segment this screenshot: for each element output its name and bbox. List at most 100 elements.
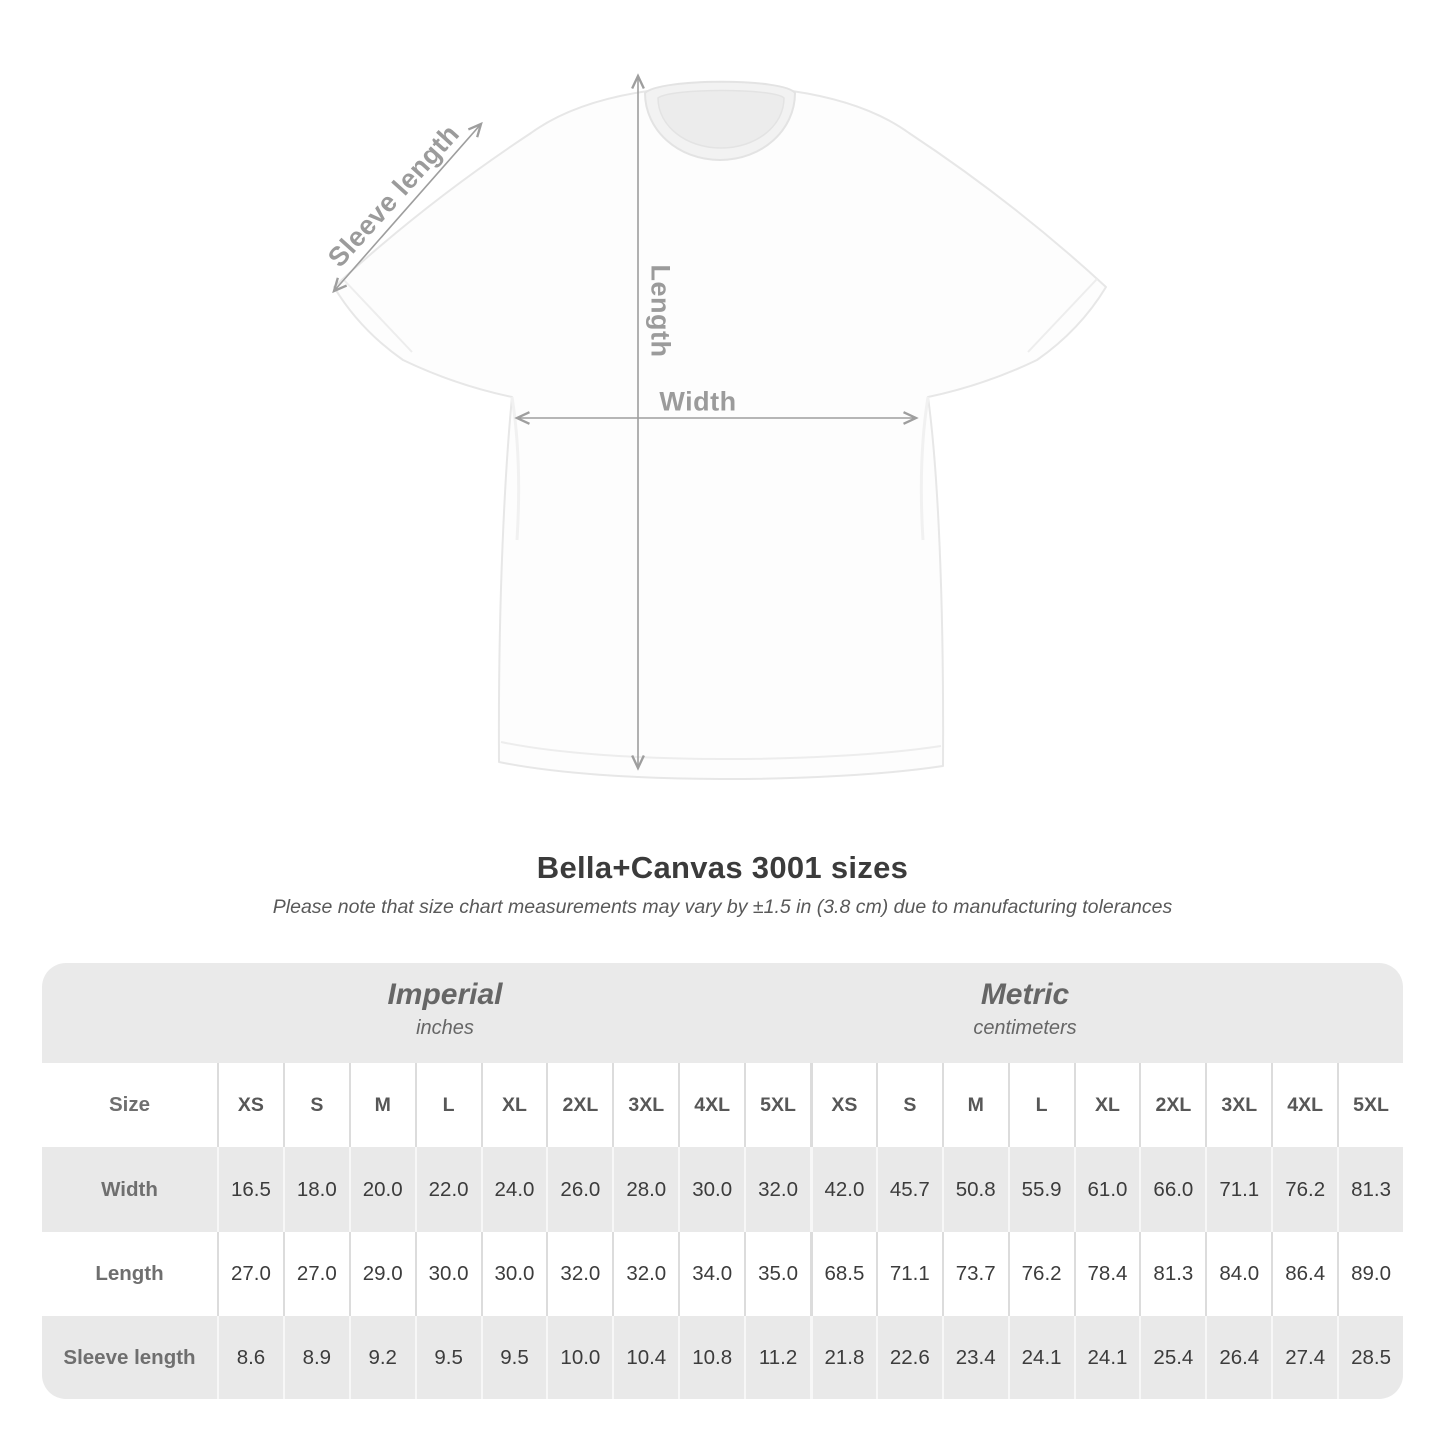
sleeve-row-label: Sleeve length bbox=[63, 1345, 196, 1369]
imperial-label: Imperial bbox=[387, 978, 503, 1011]
size-header-cell: 2XL bbox=[546, 1063, 612, 1147]
value-cell: 34.0 bbox=[678, 1232, 744, 1316]
value-cell: 68.5 bbox=[809, 1232, 876, 1316]
value-cell: 81.3 bbox=[1139, 1232, 1205, 1316]
value-cell: 32.0 bbox=[546, 1232, 612, 1316]
size-header-cell: L bbox=[414, 1063, 481, 1147]
size-header-cell: XS bbox=[809, 1063, 876, 1147]
value-cell: 42.0 bbox=[809, 1147, 876, 1232]
bottom-hem-seam bbox=[500, 741, 942, 760]
value-cell: 11.2 bbox=[744, 1316, 810, 1399]
size-header-cell: S bbox=[875, 1063, 942, 1147]
value-cell: 26.4 bbox=[1205, 1316, 1271, 1399]
value-cell: 22.0 bbox=[414, 1147, 481, 1232]
value-cell: 22.6 bbox=[875, 1316, 942, 1399]
size-header-cell: 2XL bbox=[1139, 1063, 1205, 1147]
value-cell: 73.7 bbox=[941, 1232, 1008, 1316]
width-label: Width bbox=[659, 386, 737, 417]
value-cell: 81.3 bbox=[1337, 1147, 1403, 1232]
size-header-cell: XL bbox=[480, 1063, 547, 1147]
metric-header: Metric centimeters bbox=[973, 963, 1076, 1040]
right-underarm-shadow bbox=[919, 396, 930, 541]
length-row: Length 27.0 27.0 29.0 30.0 30.0 32.0 32.0 34.0 3… bbox=[42, 1232, 1403, 1316]
value-cell: 27.4 bbox=[1271, 1316, 1337, 1399]
value-cell: 28.5 bbox=[1337, 1316, 1403, 1399]
sleeve-length-arrow bbox=[332, 121, 483, 294]
tshirt-body bbox=[333, 84, 1107, 780]
value-cell: 10.8 bbox=[678, 1316, 744, 1399]
imperial-unit-label: inches bbox=[416, 1017, 474, 1039]
value-cell: 24.1 bbox=[1073, 1316, 1140, 1399]
value-cell: 10.4 bbox=[612, 1316, 678, 1399]
value-cell: 24.0 bbox=[480, 1147, 547, 1232]
width-row-label: Width bbox=[101, 1177, 158, 1201]
value-cell: 27.0 bbox=[282, 1232, 349, 1316]
value-cell: 30.0 bbox=[678, 1147, 744, 1232]
page-title: Bella+Canvas 3001 sizes bbox=[536, 850, 909, 885]
value-cell: 16.5 bbox=[217, 1147, 283, 1232]
size-header-cell: XL bbox=[1073, 1063, 1140, 1147]
tshirt-illustration bbox=[332, 73, 1107, 780]
size-header-row: Size XS S M L XL 2XL 3XL 4XL 5XL XS S M L XL 2XL 3XL 4XL… bbox=[42, 1063, 1403, 1147]
value-cell: 10.0 bbox=[546, 1316, 612, 1399]
size-header-cell: S bbox=[282, 1063, 349, 1147]
value-cell: 76.2 bbox=[1271, 1147, 1337, 1232]
size-header-cell: 4XL bbox=[678, 1063, 744, 1147]
metric-label: Metric bbox=[980, 978, 1070, 1011]
value-cell: 35.0 bbox=[744, 1232, 810, 1316]
value-cell: 24.1 bbox=[1007, 1316, 1074, 1399]
value-cell: 27.0 bbox=[217, 1232, 283, 1316]
value-cell: 25.4 bbox=[1139, 1316, 1205, 1399]
value-cell: 29.0 bbox=[348, 1232, 415, 1316]
size-corner-label: Size bbox=[108, 1093, 151, 1116]
width-row: Width 16.5 18.0 20.0 22.0 24.0 26.0 28.0 30.0 32… bbox=[42, 1147, 1403, 1232]
left-underarm-shadow bbox=[510, 396, 521, 541]
size-header-cell: 4XL bbox=[1271, 1063, 1337, 1147]
size-header-cell: 5XL bbox=[1337, 1063, 1403, 1147]
value-cell: 28.0 bbox=[612, 1147, 678, 1232]
size-header-cell: 3XL bbox=[612, 1063, 678, 1147]
imperial-header: Imperial inches bbox=[387, 963, 502, 1040]
value-cell: 45.7 bbox=[875, 1147, 942, 1232]
value-cell: 55.9 bbox=[1007, 1147, 1074, 1232]
value-cell: 30.0 bbox=[414, 1232, 481, 1316]
size-table: Imperial inches Metric centimeters Size … bbox=[42, 963, 1403, 1399]
value-cell: 76.2 bbox=[1007, 1232, 1074, 1316]
value-cell: 9.2 bbox=[348, 1316, 415, 1399]
size-header-cell: 3XL bbox=[1205, 1063, 1271, 1147]
value-cell: 30.0 bbox=[480, 1232, 547, 1316]
value-cell: 50.8 bbox=[941, 1147, 1008, 1232]
value-cell: 71.1 bbox=[875, 1232, 942, 1316]
value-cell: 89.0 bbox=[1337, 1232, 1403, 1316]
value-cell: 84.0 bbox=[1205, 1232, 1271, 1316]
sleeve-length-row: Sleeve length 8.6 8.9 9.2 9.5 9.5 10.0 10.4 10.… bbox=[42, 1316, 1403, 1399]
value-cell: 8.6 bbox=[217, 1316, 283, 1399]
size-header-cell: L bbox=[1007, 1063, 1074, 1147]
value-cell: 9.5 bbox=[414, 1316, 481, 1399]
length-label: Length bbox=[645, 264, 676, 358]
length-row-label: Length bbox=[95, 1262, 164, 1285]
size-header-cell: M bbox=[348, 1063, 415, 1147]
size-header-cell: M bbox=[941, 1063, 1008, 1147]
tolerance-note: Please note that size chart measurements… bbox=[272, 896, 1173, 918]
value-cell: 32.0 bbox=[744, 1147, 810, 1232]
right-sleeve-seam bbox=[1027, 278, 1098, 353]
size-header-cell: 5XL bbox=[744, 1063, 810, 1147]
value-cell: 23.4 bbox=[941, 1316, 1008, 1399]
value-cell: 26.0 bbox=[546, 1147, 612, 1232]
value-cell: 61.0 bbox=[1073, 1147, 1140, 1232]
value-cell: 21.8 bbox=[809, 1316, 876, 1399]
value-cell: 8.9 bbox=[282, 1316, 349, 1399]
size-header-cell: XS bbox=[217, 1063, 283, 1147]
value-cell: 78.4 bbox=[1073, 1232, 1140, 1316]
value-cell: 9.5 bbox=[480, 1316, 547, 1399]
metric-unit-label: centimeters bbox=[973, 1017, 1077, 1039]
value-cell: 66.0 bbox=[1139, 1147, 1205, 1232]
unit-header-band: Imperial inches Metric centimeters bbox=[42, 963, 1403, 1063]
value-cell: 20.0 bbox=[348, 1147, 415, 1232]
value-cell: 18.0 bbox=[282, 1147, 349, 1232]
value-cell: 86.4 bbox=[1271, 1232, 1337, 1316]
collar-inner bbox=[657, 89, 785, 149]
value-cell: 71.1 bbox=[1205, 1147, 1271, 1232]
